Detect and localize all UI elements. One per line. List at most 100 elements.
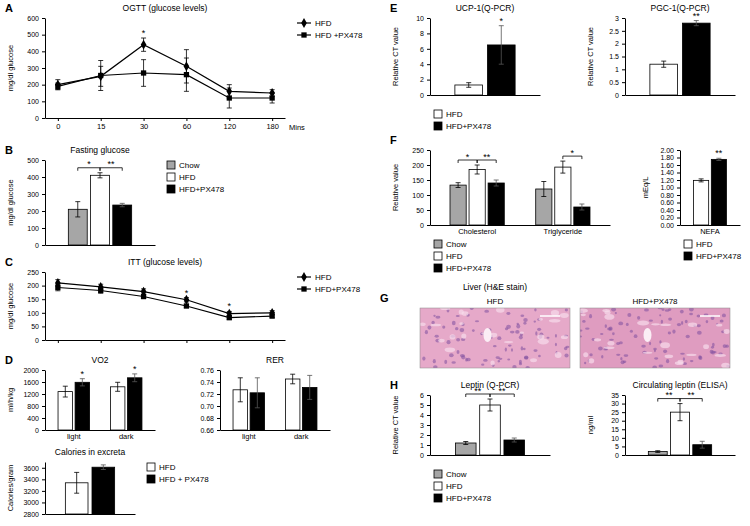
- error-bar: [499, 26, 504, 64]
- y-axis: 0100200300400500: [27, 157, 45, 249]
- scale-bar: [540, 315, 560, 317]
- tick-mark: [427, 95, 430, 96]
- tick-label: 2000: [23, 367, 39, 374]
- error-bar: [98, 61, 103, 91]
- tick-label: 60: [183, 122, 191, 131]
- axis-line: [625, 396, 626, 456]
- chart-title: Fasting glucose: [70, 145, 130, 155]
- plot-area: [55, 278, 275, 320]
- y-tick: 0.80: [660, 192, 680, 199]
- tissue-texture: [626, 323, 629, 326]
- tick-mark: [217, 382, 220, 383]
- tissue-texture: [641, 345, 646, 348]
- significance-label: *: [571, 148, 575, 158]
- x-axis: NEFA: [681, 225, 741, 236]
- labels: RER: [266, 355, 284, 365]
- legend-swatch: [434, 264, 442, 272]
- tissue-texture: [580, 329, 582, 331]
- tissue-texture: [475, 320, 479, 322]
- tissue-texture: [660, 342, 670, 348]
- tick-label: 500: [27, 31, 39, 38]
- bar: [127, 378, 141, 430]
- tissue-texture: [615, 312, 617, 314]
- y-axis-title: mg/dl glucose: [6, 283, 15, 329]
- tick-label: 200: [27, 81, 39, 88]
- tick-label: 35: [611, 392, 619, 399]
- tissue-texture: [461, 355, 465, 359]
- tissue-texture: [549, 319, 561, 323]
- tissue-texture: [538, 318, 543, 321]
- axis-line: [46, 340, 286, 341]
- image-frame: [580, 308, 730, 368]
- y-tick: 500: [27, 157, 45, 164]
- plot-area: [650, 21, 710, 95]
- series: [55, 38, 275, 98]
- y-tick: 0: [35, 337, 45, 344]
- error-bar: [75, 202, 80, 217]
- labels: Fasting glucosemg/dl glucose***: [6, 145, 130, 226]
- x-axis: [431, 95, 541, 97]
- error-bar: [227, 88, 232, 108]
- tick-mark: [677, 180, 680, 181]
- y-tick: 600: [27, 15, 45, 22]
- tick-mark: [42, 160, 45, 161]
- y-axis: 0100200300400500600: [27, 15, 45, 122]
- error-bar: [700, 441, 705, 448]
- significance-label: **: [693, 11, 701, 21]
- tick-mark: [427, 180, 430, 181]
- axis-line: [45, 19, 46, 119]
- error-bar: [541, 182, 546, 197]
- tissue-texture: [510, 331, 515, 334]
- tissue-texture: [524, 356, 528, 359]
- y-axis: 0.000.200.400.600.801.001.201.401.601.80…: [660, 147, 680, 229]
- tick-mark: [427, 425, 430, 426]
- tick-mark: [427, 49, 430, 50]
- y-axis-title: ml/h/kg: [6, 388, 15, 412]
- tick-label: Cholesterol: [458, 227, 496, 236]
- tick-label: 0.60: [660, 199, 674, 206]
- legend-entry: Chow: [434, 470, 467, 479]
- tissue-texture: [630, 330, 633, 333]
- axis-line: [625, 19, 626, 96]
- tick-label: light: [67, 432, 82, 441]
- tissue-texture: [620, 357, 622, 360]
- tissue-texture: [703, 344, 709, 349]
- y-tick: 20: [611, 417, 625, 424]
- tick-mark: [427, 33, 430, 34]
- plot-area: [455, 26, 515, 95]
- axis-line: [46, 118, 286, 119]
- tick-label: dark: [294, 432, 309, 441]
- tissue-texture: [555, 343, 557, 347]
- vessel: [644, 328, 652, 342]
- legend-entry: HFD: [297, 272, 332, 282]
- tick-label: 2: [420, 432, 424, 439]
- tick-mark: [272, 340, 273, 343]
- y-tick: 0: [615, 92, 625, 99]
- series: [648, 451, 667, 455]
- tick-label: 500: [27, 157, 39, 164]
- x-tick: light: [242, 430, 257, 441]
- tissue-texture: [483, 359, 487, 362]
- legend-label: HFD: [179, 173, 196, 182]
- x-tick: light: [67, 430, 82, 441]
- tissue-texture: [680, 310, 684, 314]
- bar: [711, 159, 726, 225]
- tissue-texture: [634, 334, 638, 338]
- tissue-texture: [561, 335, 568, 339]
- significance-label: *: [142, 28, 146, 38]
- tick-label: 0: [35, 337, 39, 344]
- tissue-texture: [456, 338, 460, 342]
- tissue-texture: [675, 361, 684, 365]
- x-tick: [272, 340, 273, 343]
- legend-entry: Chow: [167, 161, 200, 170]
- tissue-texture: [668, 318, 672, 321]
- legend-label: HFD+PX478: [179, 185, 225, 194]
- y-tick: 0: [35, 242, 45, 249]
- series: [233, 374, 300, 430]
- tissue-texture: [689, 313, 693, 316]
- y-tick: 1.20: [660, 177, 680, 184]
- tissue-texture: [715, 354, 726, 357]
- tissue-texture: [663, 350, 667, 354]
- x-tick: dark: [119, 430, 134, 441]
- legend: ChowHFDHFD+PX478: [434, 470, 492, 503]
